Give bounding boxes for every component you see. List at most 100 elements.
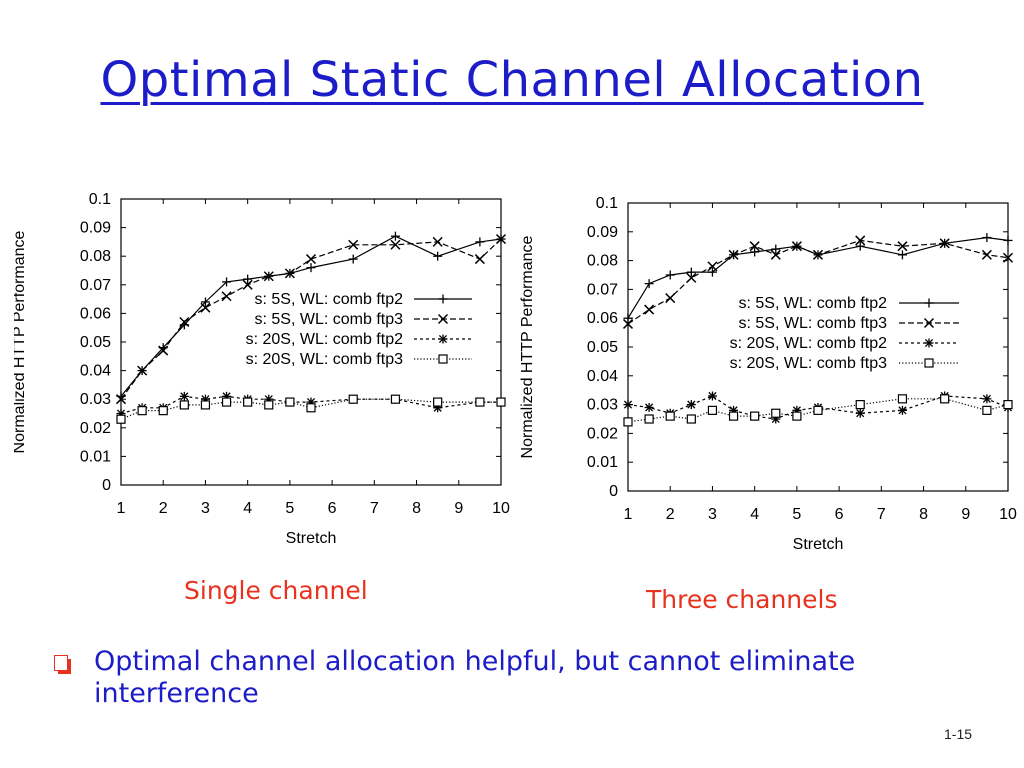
chart-right-series-1-point [686,267,696,277]
chart-right-y-tick-label: 0.09 [587,224,618,241]
chart-left-legend-swatch-marker [438,334,448,344]
chart-left-y-tick-label: 0.03 [80,391,111,408]
chart-right-series-2-point-b [855,235,866,246]
chart-right-series-1-point [644,279,654,289]
chart-left-x-axis: 1 2 3 4 5 6 7 8 9 10 [117,199,510,517]
chart-right-series-3-point-b [898,406,907,415]
chart-right-series-2-point [812,249,824,260]
chart-right-series-2-point-b [686,272,697,283]
chart-right-legend-swatch-marker-b [923,317,935,329]
chart-left-series-2-point [348,239,359,250]
chart-right-series-2-point-b [644,304,655,315]
chart-left-x-tick-label: 3 [201,500,210,517]
chart-left-x-tick-label: 10 [492,500,510,517]
chart-left-series-2-point [179,316,190,328]
chart-right-series-2-point [791,241,802,252]
chart-left-series-2-point [474,254,485,265]
chart-right-series-2-point [770,249,781,260]
page-number: 1-15 [944,726,973,742]
chart-right-series-4-point [644,414,654,424]
chart-left-series-1-point [222,277,232,287]
chart-right-plot: 0 0.01 0.02 0.03 0.04 0.05 0.06 0.07 0.08 0.09 0.1… [519,195,1017,553]
checkbox-bullet-icon [54,655,71,674]
chart-left-x-tick-label: 2 [159,500,168,517]
chart-left-series-4-point [496,397,506,407]
chart-left-legend-swatch-marker [437,313,449,325]
chart-left-series-2-point [158,345,169,356]
chart-right-legend-label: s: 5S, WL: comb ftp2 [739,295,888,312]
chart-left-series-2-point [390,239,401,250]
chart-right-series-3-point [686,400,696,410]
chart-left-x-tick-label: 5 [285,500,294,517]
chart-left-series-4 [116,394,506,424]
chart-left-series-2-point-b [263,271,274,282]
chart-three-channels: 0 0.01 0.02 0.03 0.04 0.05 0.06 0.07 0.08 0.09 0.1… [518,188,1018,560]
chart-right-series-2-point [622,318,634,329]
chart-right-series-2-point [981,249,992,260]
chart-right-series-1-point [750,247,760,257]
chart-right-y-tick-label: 0.07 [587,281,618,298]
chart-right-series-2 [622,235,1014,329]
chart-left-y-tick-label: 0.05 [80,334,111,351]
chart-right-series-1-point [1003,235,1013,245]
chart-left-x-tick-label: 8 [412,500,421,517]
caption-three-channels: Three channels [646,585,838,614]
chart-left-series-2 [115,234,507,405]
chart-right-series-2-point [665,293,676,304]
chart-right-series-2-point [1002,252,1014,263]
chart-right-y-axis: 0 0.01 0.02 0.03 0.04 0.05 0.06 0.07 0.08 0.09 0.1 [587,195,1008,500]
chart-left-series-2-point-b [158,345,169,356]
chart-right-series-2-point-b [791,241,802,252]
slide-title: Optimal Static Channel Allocation [100,52,924,108]
chart-left-series-4-point [306,403,316,413]
chart-right-legend-swatch-marker [924,358,934,368]
chart-left-series-2-point [495,234,507,245]
chart-left-series-2-point-b [305,254,317,265]
bullet-text: Optimal channel allocation helpful, but … [94,646,856,709]
chart-left-series-4-point [433,397,443,407]
chart-right-series-4-point [750,411,760,421]
chart-left-series-4-point [221,397,232,407]
chart-right-series-2-point-b [939,238,950,249]
chart-right-series-1-point [897,250,907,260]
chart-right-legend-label: s: 20S, WL: comb ftp2 [730,335,888,352]
chart-right-legend-label: s: 20S, WL: comb ftp3 [730,355,888,372]
chart-left-series-2-point-b [179,316,190,328]
chart-right-x-tick-label: 4 [750,506,759,523]
chart-right-y-tick-label: 0.06 [587,310,618,327]
chart-right-legend: s: 5S, WL: comb ftp2 s: 5S, WL: comb ftp3… [730,295,959,372]
chart-right-series-2-point [855,235,866,246]
chart-right-series-3-point-b [645,403,654,412]
chart-left-series-2-point-b [284,268,295,279]
chart-left-series-4-point [390,394,401,404]
chart-right-series-4-point [707,405,718,415]
chart-left-legend-label: s: 5S, WL: comb ftp3 [255,311,404,328]
chart-left-y-axis-title: Normalized HTTP Performance [14,230,28,453]
chart-right-series-3-point [644,402,654,412]
chart-left-legend-swatch-marker-b [437,313,449,325]
chart-right-series-4-point [855,400,865,410]
chart-right-series-4-point [813,405,823,415]
chart-left-series-2-point [242,279,253,290]
chart-left-y-tick-label: 0.01 [80,448,111,465]
chart-right-series-4-point [897,394,908,404]
chart-right-y-tick-label: 0.01 [587,454,618,471]
chart-left-legend-label: s: 20S, WL: comb ftp2 [246,331,404,348]
chart-right-x-tick-label: 1 [624,506,633,523]
chart-right-series-4-point [792,411,802,421]
chart-left-legend-swatch-marker [438,294,448,304]
chart-right-series-2-point-b [1002,252,1014,263]
chart-left-x-tick-label: 1 [117,500,126,517]
chart-right-series-4-point [686,414,696,424]
chart-left-series-4-point [475,397,485,407]
chart-right-y-tick-label: 0.05 [587,339,618,356]
chart-right-series-4-point [1003,400,1013,410]
chart-right-series-4-point [665,411,675,421]
chart-left-series-4-point [264,400,274,410]
chart-right-series-3-point-b [623,400,633,409]
chart-left-series-2-point [263,271,274,282]
chart-left-series-2-point-b [495,234,507,245]
chart-right-series-4-point [982,405,992,415]
chart-right-series-2-point-b [665,293,676,304]
chart-left-series-4-point [200,400,211,410]
